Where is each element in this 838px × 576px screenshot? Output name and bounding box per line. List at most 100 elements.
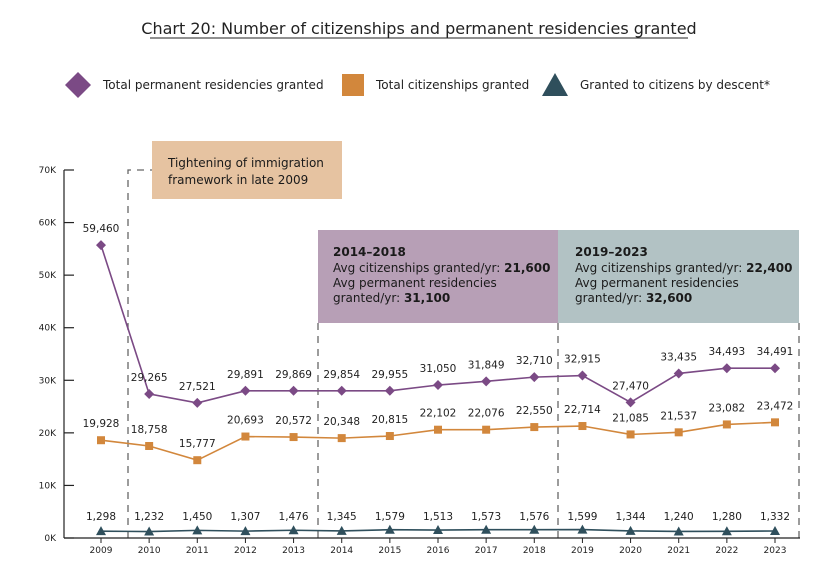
data-label-pr: 34,493 xyxy=(708,346,745,358)
annotation-2019-2023-line-1: Avg citizenships granted/yr: 22,400 xyxy=(575,261,792,275)
data-label-desc: 1,345 xyxy=(327,511,357,523)
annotation-2019-2023-line-3: granted/yr: 32,600 xyxy=(575,291,692,305)
point-diamond-marker xyxy=(625,397,636,408)
data-label-pr: 33,435 xyxy=(660,351,697,363)
point-triangle-marker xyxy=(577,524,588,534)
annotation-2014-2018-line-2: Avg permanent residencies xyxy=(333,276,497,290)
point-diamond-marker xyxy=(144,388,155,399)
point-diamond-marker xyxy=(433,380,443,391)
data-label-pr: 32,915 xyxy=(564,354,601,366)
dividers xyxy=(127,169,800,538)
point-square-marker xyxy=(626,430,635,439)
point-diamond-marker xyxy=(192,397,203,408)
point-square-marker xyxy=(97,436,105,445)
point-diamond-marker xyxy=(481,376,492,387)
x-tick-label: 2013 xyxy=(282,546,305,556)
annotation-2014-2018-line-1: Avg citizenships granted/yr: 21,600 xyxy=(333,261,550,275)
legend-label-desc: Granted to citizens by descent* xyxy=(580,78,770,92)
data-label-pr: 32,710 xyxy=(516,355,553,367)
point-square-marker xyxy=(434,425,442,434)
data-label-desc: 1,450 xyxy=(182,511,212,523)
data-label-cit: 19,928 xyxy=(83,418,120,430)
annotation-2019-2023-heading: 2019–2023 xyxy=(575,245,648,259)
data-label-desc: 1,280 xyxy=(712,511,742,523)
x-tick-label: 2012 xyxy=(234,546,257,556)
data-label-pr: 29,891 xyxy=(227,369,264,381)
series-cit: 19,928 18,758 15,777 20,693 20,572 20,348 20,8… xyxy=(83,400,793,465)
legend-diamond-icon xyxy=(65,72,91,98)
data-label-pr: 29,854 xyxy=(323,369,360,381)
data-label-pr: 29,265 xyxy=(131,372,168,384)
point-triangle-marker xyxy=(673,526,684,536)
data-label-cit: 20,572 xyxy=(275,415,312,427)
data-label-desc: 1,576 xyxy=(519,511,549,523)
x-tick-label: 2011 xyxy=(186,546,209,556)
y-ticks: 0K 10K 20K 30K 40K 50K 60K 70K xyxy=(39,166,74,544)
axes: 0K 10K 20K 30K 40K 50K 60K 70K 2009 2010 2011 2012… xyxy=(39,166,800,556)
point-diamond-marker xyxy=(529,372,540,383)
y-tick-label: 60K xyxy=(39,219,57,229)
data-label-pr: 29,955 xyxy=(371,369,408,381)
legend-label-cit: Total citizenships granted xyxy=(375,78,529,92)
point-square-marker xyxy=(530,423,539,432)
point-diamond-marker xyxy=(288,385,299,396)
x-tick-label: 2015 xyxy=(378,546,401,556)
data-label-cit: 23,082 xyxy=(708,402,745,414)
annotations: Tightening of immigration framework in l… xyxy=(152,141,799,323)
x-tick-label: 2023 xyxy=(764,546,787,556)
x-tick-label: 2021 xyxy=(667,546,690,556)
series-pr: 59,460 29,265 27,521 29,891 29,869 29,854 29,9… xyxy=(83,223,793,408)
point-triangle-marker xyxy=(240,526,251,536)
point-triangle-marker xyxy=(288,525,299,535)
x-tick-label: 2016 xyxy=(427,546,450,556)
y-tick-label: 10K xyxy=(39,481,57,491)
point-square-marker xyxy=(771,418,779,427)
x-tick-label: 2014 xyxy=(330,546,353,556)
data-label-cit: 21,537 xyxy=(660,410,697,422)
point-triangle-marker xyxy=(770,525,780,535)
data-label-cit: 15,777 xyxy=(179,438,216,450)
data-label-pr: 31,849 xyxy=(468,359,505,371)
point-triangle-marker xyxy=(625,525,636,535)
series-desc: 1,298 1,232 1,450 1,307 1,476 1,345 1,579 1,513… xyxy=(86,511,790,536)
data-label-pr: 59,460 xyxy=(83,223,120,235)
point-triangle-marker xyxy=(192,525,203,535)
annotation-2014-2018-line-3: granted/yr: 31,100 xyxy=(333,291,450,305)
data-label-desc: 1,513 xyxy=(423,511,453,523)
data-label-desc: 1,232 xyxy=(134,511,164,523)
data-label-pr: 29,869 xyxy=(275,369,312,381)
data-label-desc: 1,307 xyxy=(230,511,260,523)
legend-square-icon xyxy=(342,74,364,96)
point-square-marker xyxy=(722,420,731,429)
data-label-pr: 27,470 xyxy=(612,380,649,392)
x-tick-label: 2020 xyxy=(619,546,642,556)
point-diamond-marker xyxy=(673,368,684,379)
data-label-cit: 21,085 xyxy=(612,412,649,424)
point-triangle-marker xyxy=(384,524,395,534)
data-label-cit: 20,815 xyxy=(371,414,408,426)
y-tick-label: 50K xyxy=(39,271,57,281)
series-layer: 59,460 29,265 27,521 29,891 29,869 29,854 29,9… xyxy=(83,223,793,536)
point-triangle-marker xyxy=(96,526,106,536)
point-square-marker xyxy=(145,442,154,450)
point-triangle-marker xyxy=(336,525,347,535)
point-triangle-marker xyxy=(144,526,155,536)
point-triangle-marker xyxy=(721,526,732,536)
annotation-2019-2023-box xyxy=(558,230,799,323)
x-tick-label: 2017 xyxy=(475,546,498,556)
data-label-cit: 22,076 xyxy=(468,408,505,420)
y-tick-label: 20K xyxy=(39,429,57,439)
x-tick-label: 2018 xyxy=(523,546,546,556)
point-square-marker xyxy=(578,422,587,431)
annotation-2014-2018-box xyxy=(318,230,558,323)
point-square-marker xyxy=(482,425,491,434)
data-label-cit: 22,550 xyxy=(516,405,553,417)
point-square-marker xyxy=(385,432,394,441)
chart-title: Chart 20: Number of citizenships and per… xyxy=(141,19,696,38)
point-diamond-marker xyxy=(384,385,395,396)
point-triangle-marker xyxy=(481,524,492,534)
x-tick-label: 2019 xyxy=(571,546,594,556)
data-label-desc: 1,573 xyxy=(471,511,501,523)
y-tick-label: 70K xyxy=(39,166,57,176)
